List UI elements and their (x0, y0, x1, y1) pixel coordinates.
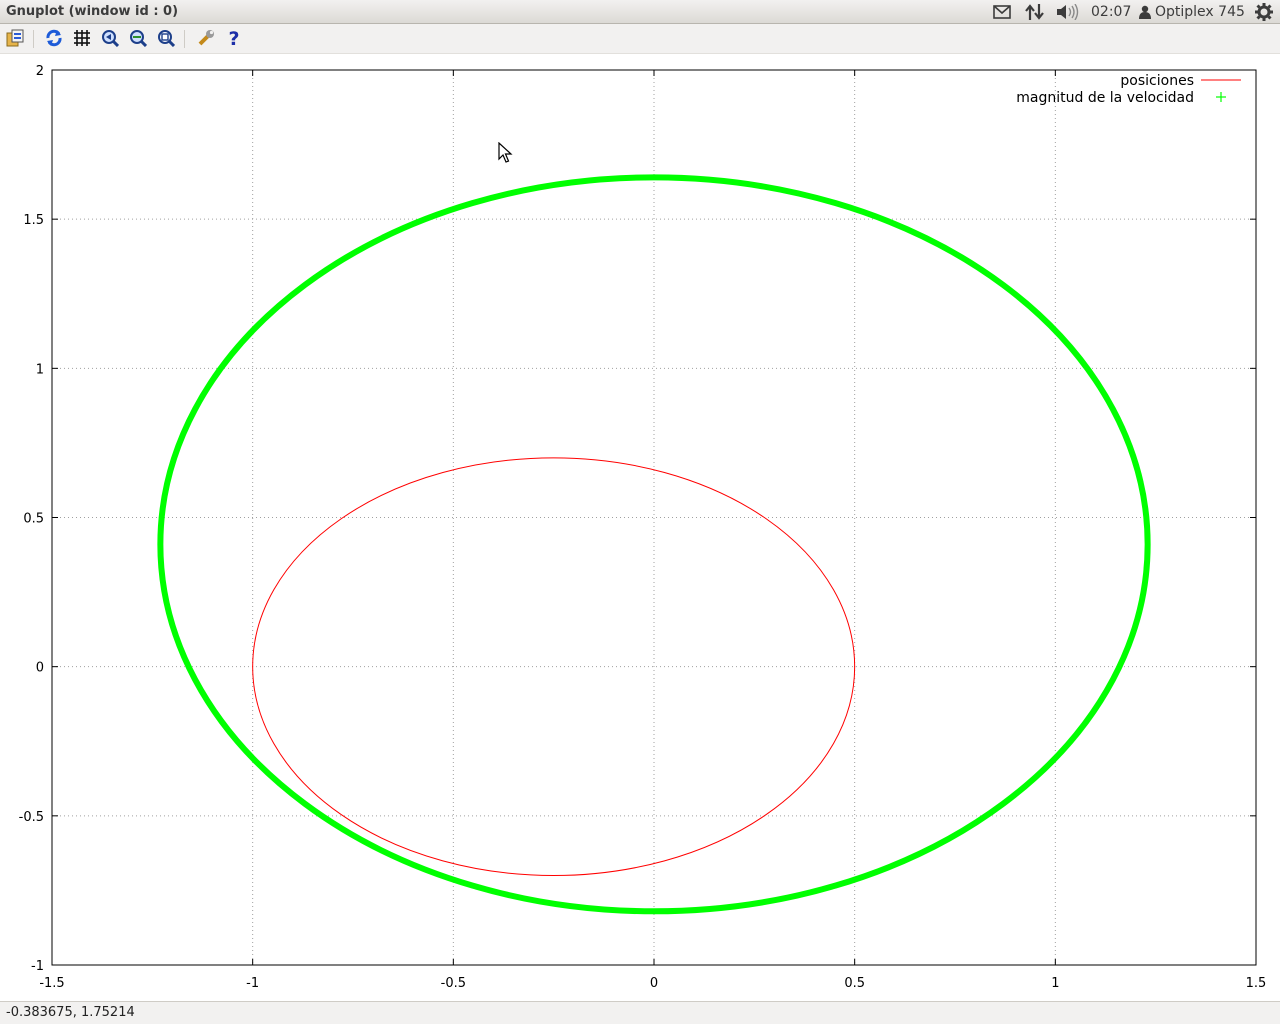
y-tick-label: 1.5 (23, 213, 44, 228)
velocity-series (157, 174, 1151, 915)
y-tick-label: -1 (31, 959, 44, 974)
axis-ticks: -1.5 -1 -0.5 0 0.5 1 1.5 -1 -0.5 0 0.5 1 1.5 2 (19, 64, 1267, 991)
x-tick-label: 1.5 (1246, 976, 1267, 991)
positions-series (252, 457, 856, 877)
y-tick-label: 0 (36, 661, 44, 676)
network-icon[interactable] (1025, 3, 1045, 21)
y-tick-label: 1 (36, 362, 44, 377)
plot-area[interactable] (0, 55, 1280, 1001)
y-tick-label: 2 (36, 64, 44, 79)
mouse-coordinates: -0.383675, 1.75214 (6, 1005, 135, 1020)
toolbar-separator (184, 30, 185, 48)
x-tick-label: -0.5 (441, 976, 466, 991)
options-wrench-icon[interactable] (196, 28, 216, 48)
volume-icon[interactable] (1056, 3, 1080, 21)
system-gear-icon[interactable] (1255, 3, 1273, 21)
toolbar-separator (33, 30, 34, 48)
legend-label: magnitud de la velocidad (1016, 90, 1194, 106)
x-tick-label: -1 (246, 976, 259, 991)
y-tick-label: -0.5 (19, 810, 44, 825)
mail-icon[interactable] (993, 3, 1011, 21)
series-layer (157, 174, 1151, 915)
status-bar: -0.383675, 1.75214 (0, 1001, 1280, 1024)
grid (52, 70, 1256, 965)
x-tick-label: 0.5 (844, 976, 865, 991)
user-menu[interactable]: Optiplex 745 (1139, 3, 1245, 21)
copy-to-clipboard-icon[interactable] (5, 28, 25, 48)
chart: -1.5 -1 -0.5 0 0.5 1 1.5 -1 -0.5 0 0.5 1 1.5 2 posici… (19, 64, 1267, 991)
legend-label: posiciones (1120, 73, 1194, 89)
clock[interactable]: 02:07 (1091, 4, 1132, 20)
user-icon (1139, 5, 1151, 19)
title-bar: Gnuplot (window id : 0) 02:07 Optiplex 7… (0, 0, 1280, 24)
help-icon[interactable]: ? (224, 28, 244, 48)
autoscale-icon[interactable] (156, 28, 176, 48)
toolbar: ? (0, 24, 1280, 54)
replot-icon[interactable] (44, 28, 64, 48)
window-title: Gnuplot (window id : 0) (6, 4, 179, 19)
zoom-next-icon[interactable] (128, 28, 148, 48)
mouse-cursor-icon (498, 142, 513, 163)
grid-icon[interactable] (72, 28, 92, 48)
user-name: Optiplex 745 (1155, 4, 1245, 20)
x-tick-label: -1.5 (39, 976, 64, 991)
x-tick-label: 0 (650, 976, 658, 991)
x-tick-label: 1 (1051, 976, 1059, 991)
y-tick-label: 0.5 (23, 512, 44, 527)
svg-text:?: ? (228, 28, 239, 48)
zoom-previous-icon[interactable] (100, 28, 120, 48)
